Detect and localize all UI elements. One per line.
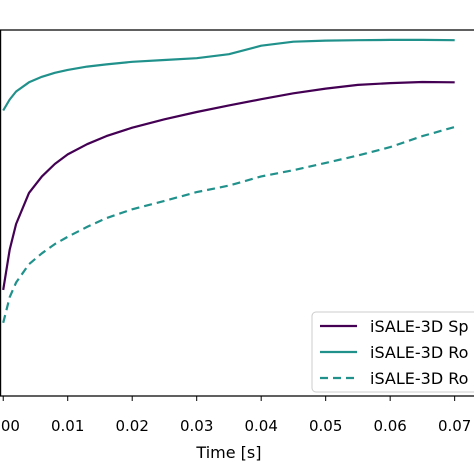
x-axis-label: Time [s] [195,443,261,462]
x-tick-label: 0.01 [51,417,84,435]
series-line-1 [2,80,455,291]
axes-layer: 0.00 0.01 0.02 0.03 0.04 0.05 0.06 0.07 Time [s] [0,29,474,462]
x-tick-label: 0.04 [244,417,277,435]
series-layer [2,38,455,324]
series-line-2 [2,38,455,112]
x-tick-label: 0.00 [0,417,20,435]
x-tick-label: 0.02 [116,417,149,435]
x-tick-label: 0.03 [180,417,213,435]
x-tick-label: 0.07 [438,417,471,435]
legend-label-1: iSALE-3D Sp [370,317,469,336]
legend-box [311,311,474,393]
x-tick-label: 0.05 [309,417,342,435]
legend-label-2: iSALE-3D Ro [370,343,468,362]
series-line-3 [2,125,455,324]
legend: iSALE-3D Sp iSALE-3D Ro iSALE-3D Ro [311,311,474,393]
legend-label-3: iSALE-3D Ro [370,369,468,388]
x-tick-label: 0.06 [373,417,406,435]
